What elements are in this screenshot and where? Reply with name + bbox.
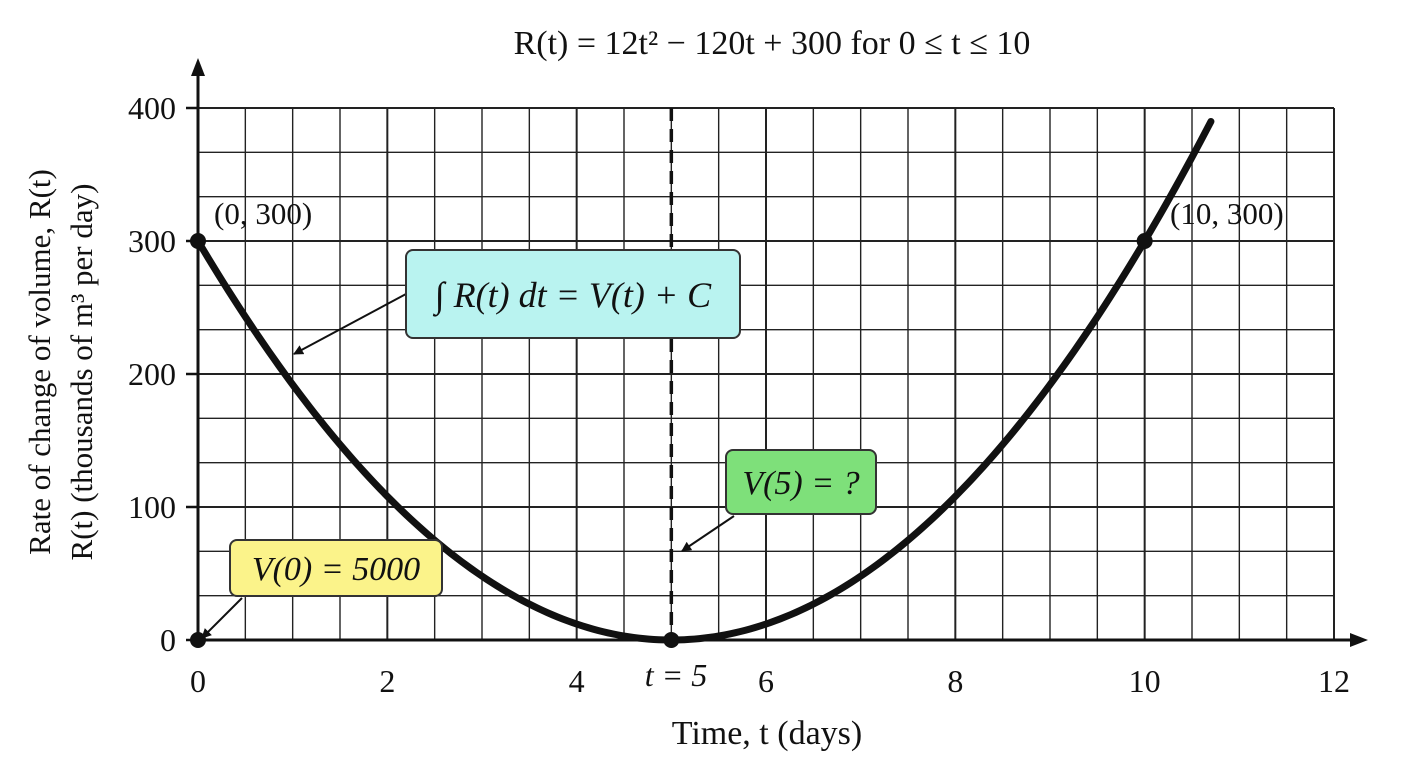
x-tick-label: 12 [1318, 663, 1350, 699]
annotation-v5: V(5) = ? [725, 449, 877, 515]
y-axis-arrow [191, 58, 205, 76]
x-tick-label: 0 [190, 663, 206, 699]
point-label-10-300: (10, 300) [1170, 196, 1284, 231]
point-label-0-300: (0, 300) [214, 196, 312, 231]
x-axis-label: Time, t (days) [672, 715, 862, 752]
x-axis-arrow [1350, 633, 1368, 647]
x-tick-label: 8 [947, 663, 963, 699]
annotation-v0: V(0) = 5000 [229, 539, 443, 597]
grid [197, 107, 1335, 641]
data-point-2 [663, 632, 680, 648]
annotation-v0-text: V(0) = 5000 [252, 551, 420, 588]
y-axis-label-line2: R(t) (thousands of m³ per day) [64, 184, 99, 561]
y-axis-label-line1: Rate of change of volume, R(t) [22, 169, 57, 555]
x-tick-label: 6 [758, 663, 774, 699]
chart-title: R(t) = 12t² − 120t + 300 for 0 ≤ t ≤ 10 [514, 25, 1031, 62]
data-point-1 [1136, 233, 1153, 249]
y-tick-label: 200 [128, 356, 176, 392]
x-tick-label: 10 [1129, 663, 1161, 699]
annotation-integral: ∫ R(t) dt = V(t) + C [405, 249, 741, 339]
arrow-integral [293, 293, 407, 355]
y-tick-label: 100 [128, 489, 176, 525]
arrow-v0 [201, 597, 243, 639]
x-tick-label: 2 [379, 663, 395, 699]
annotation-integral-text: ∫ R(t) dt = V(t) + C [433, 275, 712, 317]
tick-labels: 0 2 4 6 8 10 12 0 100 200 300 400 [128, 90, 1350, 699]
curve-series [194, 117, 1215, 644]
axes [186, 58, 1368, 647]
vertical-line-label: t = 5 [645, 657, 707, 693]
y-tick-label: 300 [128, 223, 176, 259]
annotation-v5-text: V(5) = ? [742, 465, 859, 502]
y-tick-label: 400 [128, 90, 176, 126]
data-point-0 [190, 233, 206, 249]
arrow-v5 [681, 515, 735, 552]
data-point-3 [190, 632, 206, 648]
x-tick-label: 4 [569, 663, 585, 699]
y-tick-label: 0 [160, 622, 176, 658]
